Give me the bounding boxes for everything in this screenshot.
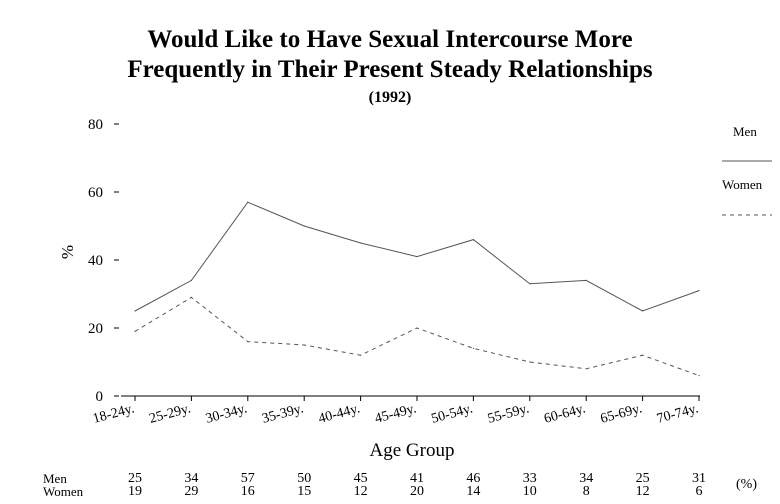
table-cell-women: 10	[523, 484, 537, 499]
table-cell-women: 20	[410, 484, 424, 499]
table-cell-men: 25	[128, 471, 142, 486]
chart-title-line-1: Would Like to Have Sexual Intercourse Mo…	[147, 26, 633, 53]
table-cell-women: 14	[466, 484, 480, 499]
data-point-men	[698, 290, 700, 292]
x-tick-label: 30-34y.	[204, 401, 249, 426]
x-tick-label: 55-59y.	[486, 401, 531, 426]
data-point-women	[190, 296, 192, 298]
legend-label-men: Men	[733, 124, 757, 139]
x-tick-label: 18-24y.	[91, 401, 136, 426]
x-tick-label: 70-74y.	[655, 401, 700, 426]
data-point-women	[360, 354, 362, 356]
table-cell-women: 29	[184, 484, 198, 499]
table-cell-men: 25	[636, 471, 650, 486]
x-tick-label: 40-44y.	[317, 401, 362, 426]
data-point-men	[360, 242, 362, 244]
data-point-women	[247, 341, 249, 343]
table-cell-women: 12	[636, 484, 650, 499]
y-tick-label: 0	[96, 389, 104, 405]
data-point-men	[642, 310, 644, 312]
data-point-women	[585, 368, 587, 370]
table-cell-women: 6	[696, 484, 703, 499]
table-cell-men: 34	[184, 471, 198, 486]
table-cell-men: 34	[579, 471, 593, 486]
data-point-women	[642, 354, 644, 356]
series-line-women	[134, 296, 700, 377]
x-tick-label: 25-29y.	[148, 401, 193, 426]
data-point-women	[698, 375, 700, 377]
y-tick-label: 80	[88, 117, 103, 133]
x-tick-label: 35-39y.	[261, 401, 306, 426]
table-cell-women: 16	[241, 484, 255, 499]
x-tick-label: 45-49y.	[373, 401, 418, 426]
data-point-women	[472, 347, 474, 349]
data-point-men	[190, 279, 192, 281]
y-axis-title: %	[58, 245, 77, 259]
data-point-men	[416, 256, 418, 258]
x-tick-label: 65-69y.	[599, 401, 644, 426]
table-row-label-men: Men	[43, 471, 67, 486]
table-cell-women: 15	[297, 484, 311, 499]
legend-label-women: Women	[722, 177, 763, 192]
chart-title-line-2: Frequently in Their Present Steady Relat…	[127, 56, 653, 83]
table-cell-men: 45	[354, 471, 368, 486]
table-row-label-women: Women	[43, 484, 84, 499]
table-cell-men: 50	[297, 471, 311, 486]
table-cell-men: 31	[692, 471, 706, 486]
data-point-men	[529, 283, 531, 285]
x-tick-label: 60-64y.	[543, 401, 588, 426]
x-axis-title: Age Group	[370, 440, 455, 461]
table-unit-label: (%)	[736, 477, 757, 492]
x-tick-label: 50-54y.	[430, 401, 475, 426]
y-tick-label: 20	[88, 321, 103, 337]
table-cell-men: 33	[523, 471, 537, 486]
table-cell-men: 46	[466, 471, 480, 486]
table-cell-women: 12	[354, 484, 368, 499]
data-point-men	[134, 310, 136, 312]
table-cell-men: 41	[410, 471, 424, 486]
data-point-men	[585, 279, 587, 281]
data-point-men	[303, 225, 305, 227]
data-point-women	[416, 327, 418, 329]
data-point-men	[472, 239, 474, 241]
data-point-women	[134, 330, 136, 332]
data-point-women	[529, 361, 531, 363]
table-cell-women: 8	[583, 484, 590, 499]
chart-subtitle: (1992)	[368, 89, 412, 106]
data-point-men	[247, 201, 249, 203]
data-point-women	[303, 344, 305, 346]
y-tick-label: 40	[88, 253, 103, 269]
y-tick-label: 60	[88, 185, 103, 201]
table-cell-women: 19	[128, 484, 142, 499]
table-cell-men: 57	[241, 471, 255, 486]
